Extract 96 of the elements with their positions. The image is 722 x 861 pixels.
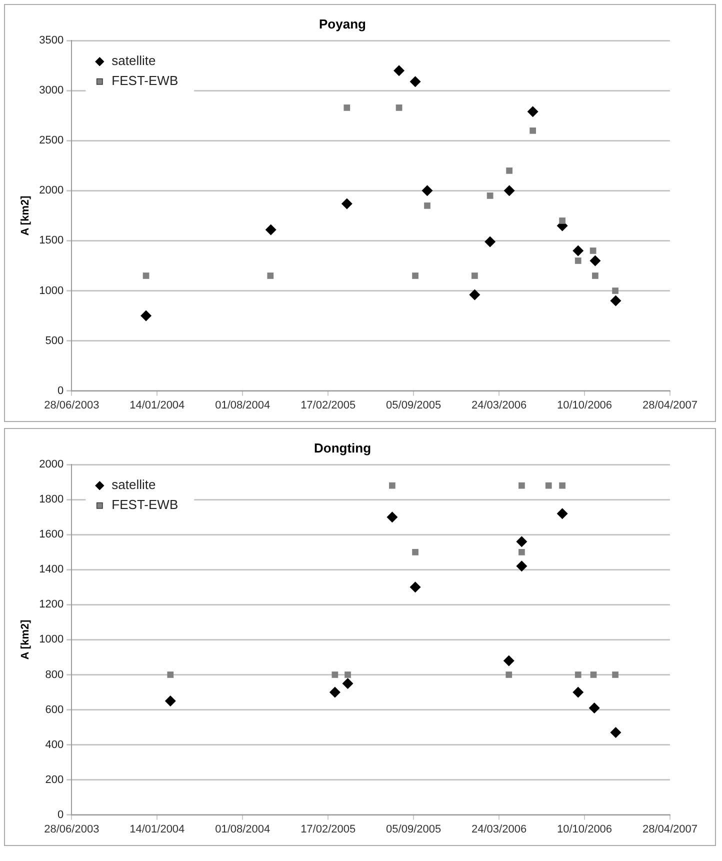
point xyxy=(329,686,340,698)
x-tick-label: 10/10/2006 xyxy=(556,823,612,836)
y-tick-label: 200 xyxy=(45,774,64,786)
point xyxy=(527,106,538,118)
point xyxy=(469,289,480,300)
point xyxy=(410,76,421,88)
x-tick-label: 17/02/2005 xyxy=(300,823,356,836)
chart-title: Poyang xyxy=(319,16,366,32)
x-tick-label: 28/04/2007 xyxy=(642,823,698,836)
y-tick-label: 600 xyxy=(45,704,64,716)
y-axis-title: A [km2] xyxy=(20,619,32,660)
x-tick-label: 01/08/2004 xyxy=(215,823,270,836)
y-tick-label: 1800 xyxy=(39,494,64,506)
point xyxy=(592,272,598,279)
point xyxy=(472,272,478,279)
point xyxy=(556,508,568,520)
point xyxy=(164,695,176,706)
point xyxy=(344,672,351,678)
x-tick-label: 05/09/2005 xyxy=(386,823,442,836)
point xyxy=(342,678,354,689)
y-tick-label: 1000 xyxy=(39,284,64,297)
y-tick-label: 3000 xyxy=(39,84,64,97)
y-tick-label: 2000 xyxy=(39,458,64,471)
legend-label: satellite xyxy=(112,477,156,492)
point xyxy=(590,248,596,254)
y-tick-label: 2500 xyxy=(39,134,64,147)
y-tick-label: 1500 xyxy=(39,234,64,247)
point xyxy=(503,655,514,666)
point xyxy=(424,202,430,209)
x-tick-label: 05/09/2005 xyxy=(386,399,442,412)
point xyxy=(386,512,398,523)
y-tick-label: 2000 xyxy=(39,184,64,197)
point xyxy=(412,272,418,279)
point xyxy=(612,288,618,294)
point xyxy=(504,185,515,196)
point xyxy=(518,548,525,556)
point xyxy=(332,672,338,678)
point xyxy=(267,272,274,279)
x-tick-label: 14/01/2004 xyxy=(130,823,185,836)
x-tick-label: 28/06/2003 xyxy=(44,399,100,412)
point xyxy=(506,672,512,678)
x-tick-label: 24/03/2006 xyxy=(472,399,527,412)
point xyxy=(574,258,582,264)
x-tick-label: 14/01/2004 xyxy=(130,399,185,412)
point xyxy=(140,310,152,322)
point xyxy=(572,245,584,256)
point xyxy=(516,560,528,572)
y-tick-label: 1600 xyxy=(39,528,64,541)
y-tick-label: 1000 xyxy=(39,634,64,646)
y-tick-label: 0 xyxy=(58,808,64,821)
y-tick-label: 3500 xyxy=(39,34,64,47)
point xyxy=(545,482,552,489)
chart-title: Dongting xyxy=(314,440,372,456)
point xyxy=(516,536,528,548)
x-tick-label: 10/10/2006 xyxy=(556,399,612,412)
point xyxy=(142,272,150,279)
y-tick-label: 0 xyxy=(58,384,64,397)
point xyxy=(530,127,536,134)
point xyxy=(610,295,622,306)
y-tick-label: 1400 xyxy=(39,564,64,576)
point xyxy=(610,727,622,738)
point xyxy=(590,255,601,266)
x-tick-label: 01/08/2004 xyxy=(215,399,270,412)
y-axis-title: A [km2] xyxy=(20,195,32,236)
point xyxy=(394,65,405,76)
x-tick-label: 17/02/2005 xyxy=(300,399,356,412)
point xyxy=(396,104,402,111)
point xyxy=(486,192,494,199)
point xyxy=(410,582,421,593)
point xyxy=(590,672,597,678)
point xyxy=(559,482,566,489)
point xyxy=(341,198,352,210)
legend-label: FEST-EWB xyxy=(112,497,178,512)
x-tick-label: 24/03/2006 xyxy=(472,823,527,836)
point xyxy=(559,218,566,224)
y-tick-label: 1200 xyxy=(39,598,64,611)
point xyxy=(265,224,276,236)
point xyxy=(612,672,618,678)
y-tick-label: 500 xyxy=(45,334,64,347)
x-tick-label: 28/06/2003 xyxy=(44,823,100,836)
legend-label: FEST-EWB xyxy=(112,73,178,88)
point xyxy=(574,672,582,678)
point xyxy=(412,548,418,556)
point xyxy=(484,236,496,248)
y-tick-label: 400 xyxy=(45,738,64,751)
y-tick-label: 800 xyxy=(45,668,64,681)
point xyxy=(167,672,174,678)
point xyxy=(506,167,512,174)
point xyxy=(422,185,433,196)
x-tick-label: 28/04/2007 xyxy=(642,399,698,412)
point xyxy=(572,686,584,698)
point xyxy=(588,702,600,714)
point xyxy=(518,482,525,489)
point xyxy=(344,104,350,111)
legend-label: satellite xyxy=(112,53,156,68)
point xyxy=(389,482,396,489)
